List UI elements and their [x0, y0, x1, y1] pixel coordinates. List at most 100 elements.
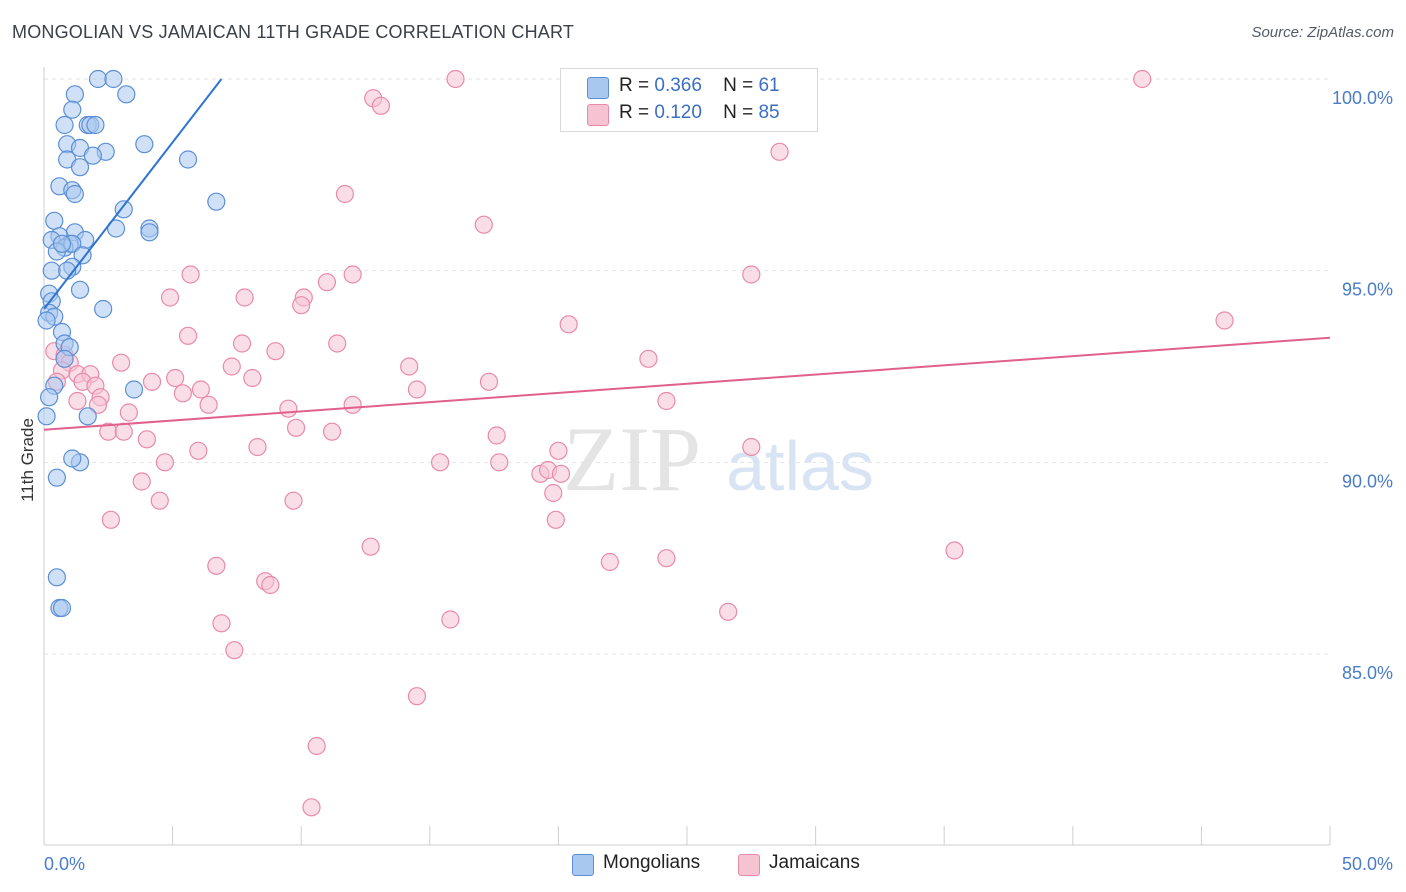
- mongolian-point: [63, 100, 82, 119]
- jamaican-trendline: [43, 336, 1331, 431]
- jamaican-point: [441, 610, 460, 629]
- jamaican-point: [279, 399, 298, 418]
- jamaican-point: [322, 422, 342, 441]
- y-tick-label: 85.0%: [1342, 663, 1393, 683]
- bottom-legend-swatch-mongolians: [572, 854, 594, 876]
- x-tick-label-max: 50.0%: [1342, 854, 1393, 874]
- jamaican-point: [243, 368, 262, 388]
- y-tick-label: 90.0%: [1342, 471, 1393, 491]
- mongolian-point: [104, 69, 123, 89]
- mongolian-point: [65, 184, 84, 204]
- mongolian-point: [55, 115, 74, 135]
- mongolian-point: [73, 246, 92, 265]
- bottom-legend-label-mongolians: Mongolians: [603, 852, 701, 873]
- jamaican-point: [181, 265, 200, 284]
- jamaican-point: [132, 472, 151, 491]
- legend-n-value-mongolians: 61: [758, 75, 780, 96]
- jamaican-point: [292, 296, 311, 315]
- jamaican-point: [317, 273, 337, 292]
- jamaican-point: [1215, 311, 1234, 330]
- jamaican-point: [742, 437, 761, 457]
- chart-title: MONGOLIAN VS JAMAICAN 11TH GRADE CORRELA…: [12, 22, 575, 42]
- legend-r-value-mongolians: 0.366: [654, 75, 702, 96]
- jamaican-point: [479, 372, 499, 391]
- mongolian-point: [78, 407, 97, 426]
- jamaican-point: [446, 69, 465, 89]
- jamaican-point: [155, 453, 174, 472]
- jamaican-point: [407, 380, 427, 399]
- bottom-legend-swatch-jamaicans: [738, 854, 760, 876]
- jamaican-point: [191, 380, 210, 399]
- mongolian-point: [63, 449, 82, 468]
- mongolian-point: [52, 234, 72, 253]
- mongolian-point: [124, 380, 144, 399]
- jamaican-point: [407, 687, 427, 706]
- jamaican-point: [551, 464, 571, 483]
- jamaican-point: [222, 357, 241, 376]
- jamaican-point: [101, 510, 120, 529]
- jamaican-point: [487, 426, 506, 445]
- legend-swatch-jamaicans: [587, 104, 609, 126]
- jamaican-point: [307, 736, 326, 756]
- jamaican-point: [286, 418, 306, 437]
- bottom-legend-label-jamaicans: Jamaicans: [769, 852, 860, 873]
- jamaican-point: [119, 403, 138, 422]
- jamaican-point: [178, 326, 198, 345]
- jamaican-point: [559, 315, 578, 334]
- jamaican-point: [114, 422, 133, 441]
- y-axis-label: 11th Grade: [18, 418, 37, 502]
- jamaican-point: [284, 491, 303, 510]
- jamaican-point: [166, 368, 185, 388]
- mongolian-point: [47, 468, 66, 487]
- jamaican-point: [235, 288, 254, 307]
- mongolian-point: [47, 568, 66, 587]
- mongolians-points: [37, 69, 226, 618]
- jamaican-point: [189, 441, 208, 460]
- legend-n-value-jamaicans: 85: [758, 102, 780, 123]
- jamaican-point: [160, 288, 180, 307]
- legend-r-value-jamaicans: 0.120: [654, 102, 702, 123]
- jamaican-point: [232, 334, 252, 353]
- axes: [43, 67, 1331, 846]
- correlation-legend: R = 0.366 N = 61 R = 0.120 N = 85: [560, 68, 818, 132]
- trendlines: [43, 78, 1331, 431]
- source-label: Source: ZipAtlas.com: [1251, 24, 1394, 41]
- watermark-zip: ZIP: [563, 408, 701, 510]
- jamaican-point: [657, 549, 676, 568]
- y-tick-labels: 85.0% 90.0% 95.0% 100.0%: [1332, 88, 1393, 683]
- mongolian-point: [88, 69, 108, 89]
- mongolian-point: [83, 146, 102, 165]
- jamaican-point: [474, 215, 493, 234]
- legend-swatch-mongolians: [587, 77, 609, 99]
- mongolian-point: [70, 280, 90, 299]
- legend-n-label: N =: [723, 102, 754, 123]
- jamaican-point: [770, 142, 789, 161]
- jamaican-point: [343, 395, 362, 414]
- jamaican-point: [173, 384, 192, 403]
- y-tick-label: 95.0%: [1342, 280, 1393, 300]
- x-tick-labels: 0.0% 50.0%: [44, 854, 1393, 874]
- mongolian-point: [37, 407, 56, 426]
- mongolian-point: [207, 192, 226, 211]
- jamaican-point: [430, 453, 450, 472]
- jamaican-point: [546, 510, 565, 529]
- jamaican-point: [361, 537, 380, 556]
- jamaican-point: [639, 349, 658, 368]
- jamaican-point: [719, 602, 738, 621]
- legend-r-label: R =: [619, 102, 650, 123]
- jamaican-point: [68, 391, 87, 411]
- mongolian-point: [117, 85, 136, 104]
- y-tick-label: 100.0%: [1332, 88, 1393, 108]
- mongolian-trendline: [43, 78, 223, 310]
- jamaican-point: [945, 541, 964, 560]
- jamaican-point: [261, 575, 280, 595]
- mongolian-point: [55, 349, 74, 368]
- jamaican-point: [549, 441, 568, 460]
- jamaican-point: [225, 641, 244, 660]
- mongolian-point: [140, 223, 159, 242]
- jamaican-point: [490, 453, 509, 472]
- mongolian-point: [114, 200, 133, 219]
- mongolian-point: [45, 211, 64, 230]
- jamaican-point: [88, 395, 108, 414]
